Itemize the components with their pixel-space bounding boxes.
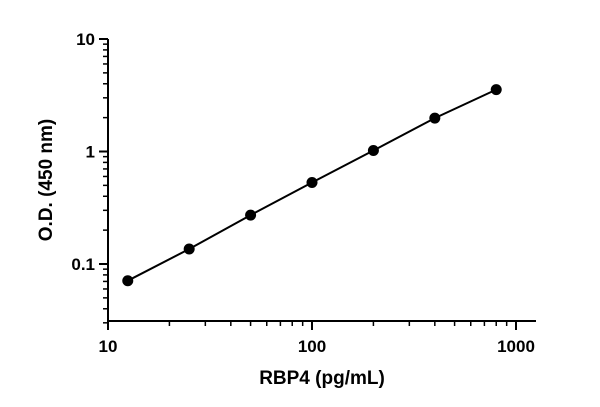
x-tick-label: 1000 bbox=[497, 337, 535, 356]
y-tick-label: 1 bbox=[86, 143, 95, 162]
data-point bbox=[306, 177, 318, 189]
ticks bbox=[99, 38, 517, 330]
y-tick-label: 10 bbox=[76, 30, 95, 49]
data-point bbox=[122, 275, 134, 287]
axes bbox=[107, 39, 536, 322]
data-point bbox=[183, 243, 195, 255]
x-tick-label: 10 bbox=[99, 337, 118, 356]
plot-area bbox=[122, 84, 502, 287]
data-point bbox=[490, 84, 502, 96]
data-point bbox=[429, 112, 441, 124]
tick-labels: 10 100 1000 0.1 1 10 bbox=[71, 30, 535, 356]
data-point bbox=[245, 209, 257, 221]
data-point bbox=[367, 145, 379, 157]
x-tick-label: 100 bbox=[298, 337, 326, 356]
x-axis-title: RBP4 (pg/mL) bbox=[259, 368, 385, 389]
y-tick-label: 0.1 bbox=[71, 255, 95, 274]
y-axis-title: O.D. (450 nm) bbox=[36, 119, 57, 241]
